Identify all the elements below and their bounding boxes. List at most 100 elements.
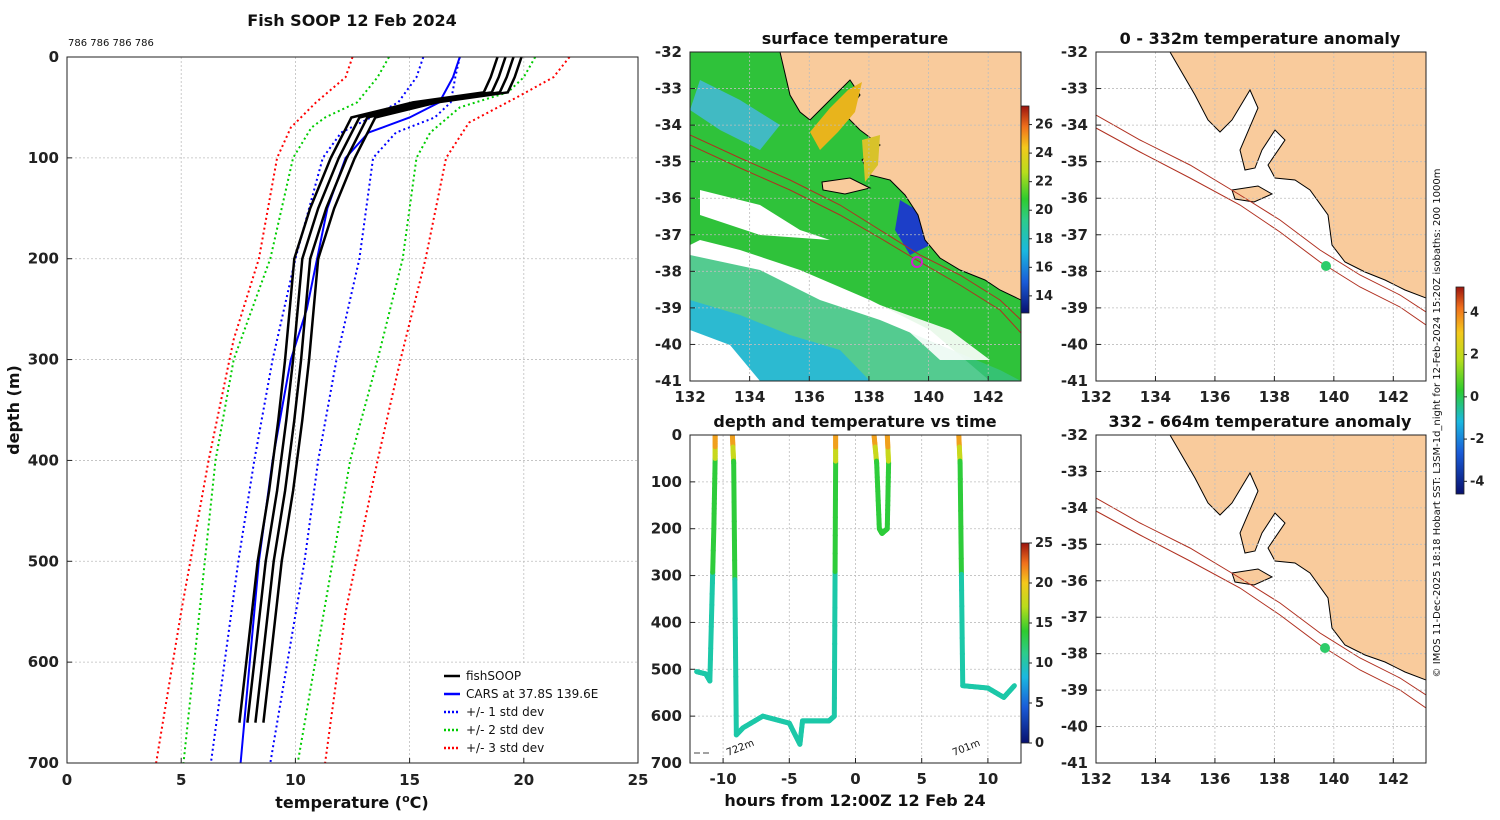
timeseries-colorbar-tick: 25 [1035, 536, 1053, 551]
profile-xtick: 5 [176, 771, 186, 789]
sst-map-xtick: 132 [674, 388, 705, 406]
sst-kangaroo-island [821, 177, 872, 195]
profile-line--1-std-dev-high- [269, 57, 461, 763]
anom-top-ytick: -39 [1061, 299, 1088, 317]
timeseries-ytick: 200 [651, 520, 682, 538]
anom-top-xtick: 136 [1199, 388, 1230, 406]
anom-bottom-xtick: 142 [1378, 770, 1409, 788]
anom-bottom-ytick: -36 [1061, 572, 1088, 590]
profile-xtick: 15 [399, 771, 420, 789]
anom-top-xtick: 138 [1259, 388, 1290, 406]
sst-colorbar-tick: 24 [1035, 146, 1053, 161]
timeseries-annotation-701: 701m [951, 738, 982, 759]
profile-x-ticks: 0 5 10 15 20 25 [62, 758, 648, 789]
anomaly-map-0-332m: 0 - 332m temperature anomaly 132 134 136 13… [1061, 29, 1427, 406]
anomaly-top-body [1096, 52, 1426, 381]
anom-bottom-ytick: -35 [1061, 535, 1088, 553]
anom-bottom-xtick: 134 [1140, 770, 1171, 788]
anomaly-colorbar-tick: -2 [1470, 432, 1484, 447]
profile-series [155, 57, 571, 763]
anomaly-colorbar-tick: 4 [1470, 305, 1479, 320]
sst-cloud-gap [690, 330, 760, 381]
profile-ytick: 300 [28, 351, 59, 369]
sst-map-ytick: -32 [655, 43, 682, 61]
timeseries-ytick: 600 [651, 707, 682, 725]
timeseries-ytick: 100 [651, 473, 682, 491]
sst-cloud-gap [880, 305, 990, 360]
anomaly-bottom-axes-frame [1095, 434, 1427, 764]
anom-top-ytick: -35 [1061, 153, 1088, 171]
sst-y-ticks: -32 -33 -34 -35 -36 -37 -38 -39 -40 -41 [655, 43, 695, 390]
anomaly-bottom-land [1169, 435, 1426, 681]
timeseries-xtick: 5 [916, 770, 926, 788]
timeseries-gridlines [690, 434, 1021, 764]
profile-line--2-std-dev-low- [182, 57, 390, 763]
sst-cloud-gap [700, 190, 830, 240]
timeseries-xtick: -5 [781, 770, 798, 788]
profile-top-note: 786 786 786 786 [68, 38, 154, 49]
profile-ytick: 200 [28, 250, 59, 268]
profile-title: Fish SOOP 12 Feb 2024 [247, 11, 456, 30]
anomaly-colorbar-tick: -4 [1470, 474, 1484, 489]
timeseries-ytick: 500 [651, 660, 682, 678]
profile-line-cars-at-37-8s-139-6e [239, 57, 461, 763]
anom-bottom-ytick: -38 [1061, 645, 1088, 663]
anom-top-ytick: -38 [1061, 262, 1088, 280]
anom-bottom-ytick: -41 [1061, 754, 1088, 772]
anomaly-colorbar-tick: 2 [1470, 348, 1479, 363]
sst-colorbar-tick: 20 [1035, 203, 1053, 218]
sst-gulf-warm [810, 82, 862, 150]
sst-map-xtick: 138 [853, 388, 884, 406]
anom-bottom-xtick: 140 [1318, 770, 1349, 788]
timeseries-colorbar-ticks: 0 5 10 15 20 25 [1029, 536, 1053, 751]
legend-label: +/- 2 std dev [466, 723, 544, 737]
anom-bottom-ytick: -37 [1061, 608, 1088, 626]
anomaly-top-title: 0 - 332m temperature anomaly [1120, 29, 1401, 48]
anomaly-colorbar-ticks: 4 2 0 -2 -4 [1464, 305, 1484, 489]
anomaly-map-332-664m: 332 - 664m temperature anomaly 132 134 136… [1061, 412, 1427, 788]
profile-y-ticks: 0 100 200 300 400 500 600 700 [28, 48, 72, 772]
sst-isobath-200 [690, 134, 1021, 321]
profile-ytick: 700 [28, 754, 59, 772]
timeseries-annotation-722: 722m [725, 738, 756, 759]
timeseries-ytick: 700 [651, 754, 682, 772]
sst-map-xtick: 142 [973, 388, 1004, 406]
sst-map-ytick: -38 [655, 262, 682, 280]
anom-top-xtick: 142 [1378, 388, 1409, 406]
anomaly-top-isobath-200 [1096, 114, 1426, 313]
legend-label: CARS at 37.8S 139.6E [466, 687, 598, 701]
sst-map-xtick: 136 [794, 388, 825, 406]
anom-bottom-ytick: -33 [1061, 462, 1088, 480]
timeseries-colorbar [1020, 542, 1030, 744]
depth-time-chart: depth and temperature vs time -10 -5 0 5 10 … [651, 412, 1053, 810]
sst-map-ytick: -35 [655, 153, 682, 171]
sst-colorbar-tick: 16 [1035, 260, 1053, 275]
anomaly-colorbar [1455, 286, 1465, 495]
sst-map-title: surface temperature [762, 29, 949, 48]
timeseries-colorbar-tick: 0 [1035, 736, 1044, 751]
side-credit: © IMOS 11-Dec-2025 18:18 Hobart SST: L3S… [1432, 169, 1443, 678]
timeseries-ytick: 300 [651, 567, 682, 585]
sst-colorbar-tick: 22 [1035, 175, 1053, 190]
anomaly-bottom-x-ticks: 132 134 136 138 140 142 [1080, 758, 1409, 788]
anom-top-ytick: -37 [1061, 226, 1088, 244]
sst-map-xtick: 140 [913, 388, 944, 406]
profile-legend: fishSOOP CARS at 37.8S 139.6E +/- 1 std de… [438, 665, 634, 757]
sst-vessel-marker [911, 256, 923, 268]
timeseries-ytick: 0 [672, 426, 682, 444]
surface-temperature-map: surface temperature 132 134 136 138 140 1 [655, 29, 1053, 406]
anomaly-colorbar-tick: 0 [1470, 390, 1479, 405]
sst-colorbar-ticks: 14 16 18 20 22 24 26 [1029, 118, 1053, 304]
anomaly-bottom-point [1320, 643, 1330, 653]
sst-colorbar-tick: 18 [1035, 232, 1053, 247]
profile-line--3-std-dev-low- [155, 57, 354, 763]
sst-map-ytick: -34 [655, 116, 682, 134]
anom-bottom-ytick: -40 [1061, 718, 1088, 736]
timeseries-y-ticks: 0 100 200 300 400 500 600 700 [651, 426, 695, 772]
sst-map-ytick: -39 [655, 299, 682, 317]
sst-map-ytick: -41 [655, 372, 682, 390]
sst-gulf-warm [862, 135, 880, 182]
profile-xtick: 10 [285, 771, 306, 789]
profile-line-fishsoop [262, 57, 523, 723]
anomaly-top-y-ticks: -32 -33 -34 -35 -36 -37 -38 -39 -40 -41 [1061, 43, 1101, 390]
